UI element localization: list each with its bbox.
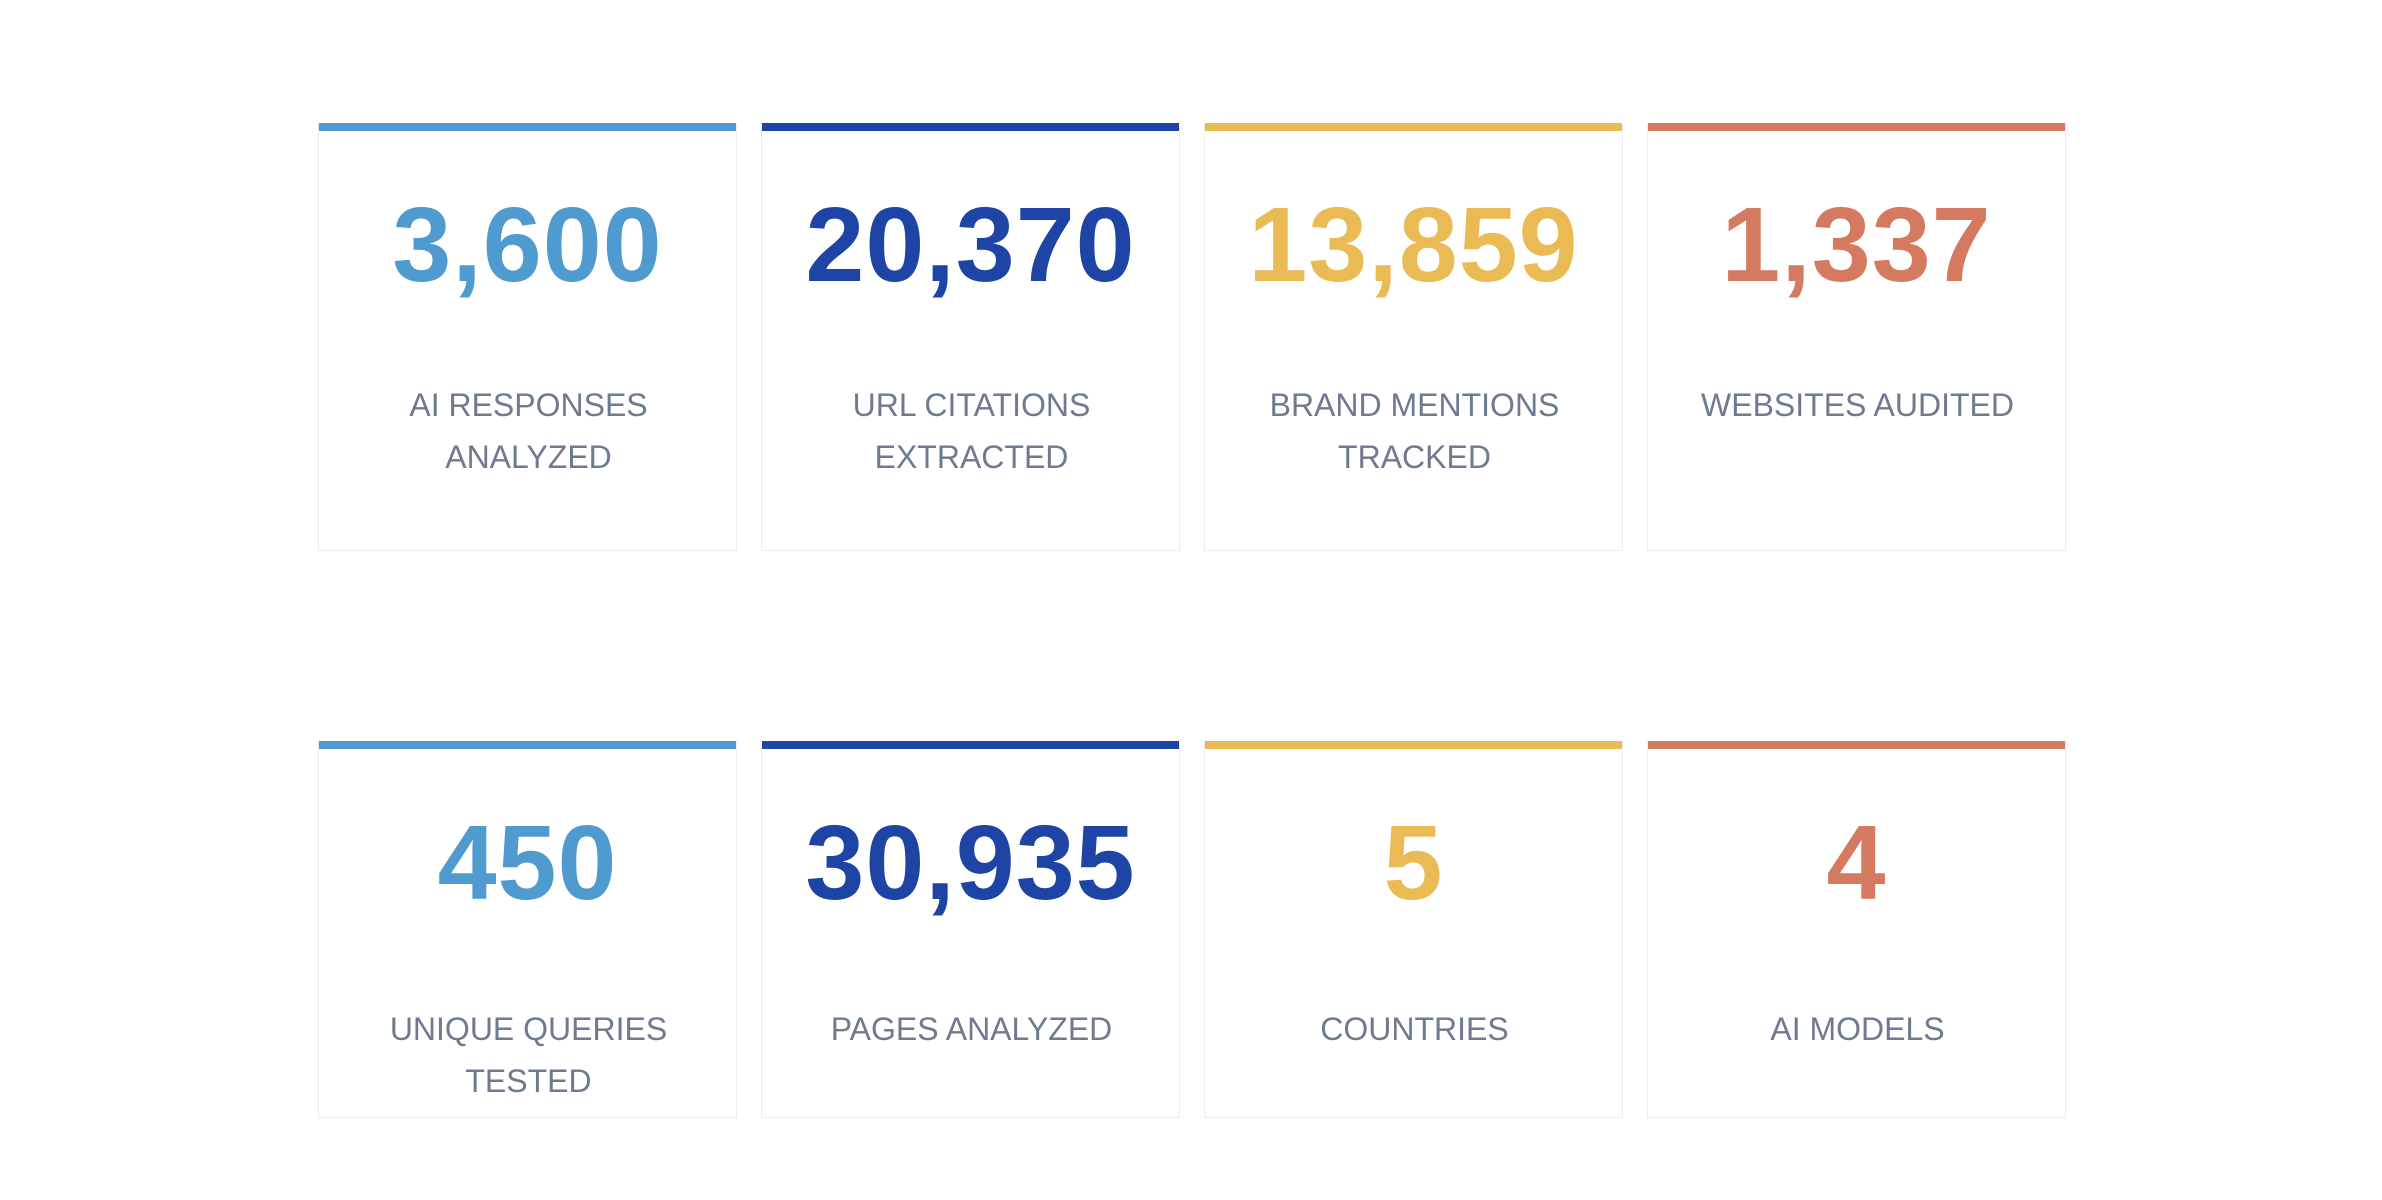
card-accent-bar (1648, 123, 2065, 131)
stat-label: AI RESPONSES ANALYZED (409, 387, 648, 475)
stat-value: 450 (437, 804, 618, 922)
card-accent-bar (319, 123, 736, 131)
card-accent-bar (1205, 123, 1622, 131)
stat-card-ai-responses: 3,600 AI RESPONSES ANALYZED (318, 123, 737, 551)
stat-label: COUNTRIES (1320, 1011, 1509, 1047)
card-accent-bar (1648, 741, 2065, 749)
stat-card-unique-queries: 450 UNIQUE QUERIES TESTED (318, 741, 737, 1118)
stat-label: WEBSITES AUDITED (1701, 387, 2014, 423)
stat-card-countries: 5 COUNTRIES (1204, 741, 1623, 1118)
stat-label: BRAND MENTIONS TRACKED (1269, 387, 1560, 475)
stat-value: 1,337 (1721, 186, 1992, 304)
stat-card-ai-models: 4 AI MODELS (1647, 741, 2066, 1118)
stat-card-url-citations: 20,370 URL CITATIONS EXTRACTED (761, 123, 1180, 551)
stat-value: 3,600 (392, 186, 663, 304)
stat-label: URL CITATIONS EXTRACTED (852, 387, 1091, 475)
stat-label: UNIQUE QUERIES TESTED (389, 1011, 668, 1099)
card-accent-bar (762, 123, 1179, 131)
card-accent-bar (1205, 741, 1622, 749)
stat-card-brand-mentions: 13,859 BRAND MENTIONS TRACKED (1204, 123, 1623, 551)
card-accent-bar (319, 741, 736, 749)
stat-value: 13,859 (1248, 186, 1579, 304)
card-accent-bar (762, 741, 1179, 749)
stat-card-pages-analyzed: 30,935 PAGES ANALYZED (761, 741, 1180, 1118)
stat-value: 4 (1826, 804, 1887, 922)
stat-card-websites-audited: 1,337 WEBSITES AUDITED (1647, 123, 2066, 551)
stat-label: AI MODELS (1770, 1011, 1945, 1047)
stat-value: 5 (1383, 804, 1444, 922)
stat-value: 20,370 (805, 186, 1136, 304)
stat-value: 30,935 (805, 804, 1136, 922)
stat-label: PAGES ANALYZED (830, 1011, 1113, 1047)
